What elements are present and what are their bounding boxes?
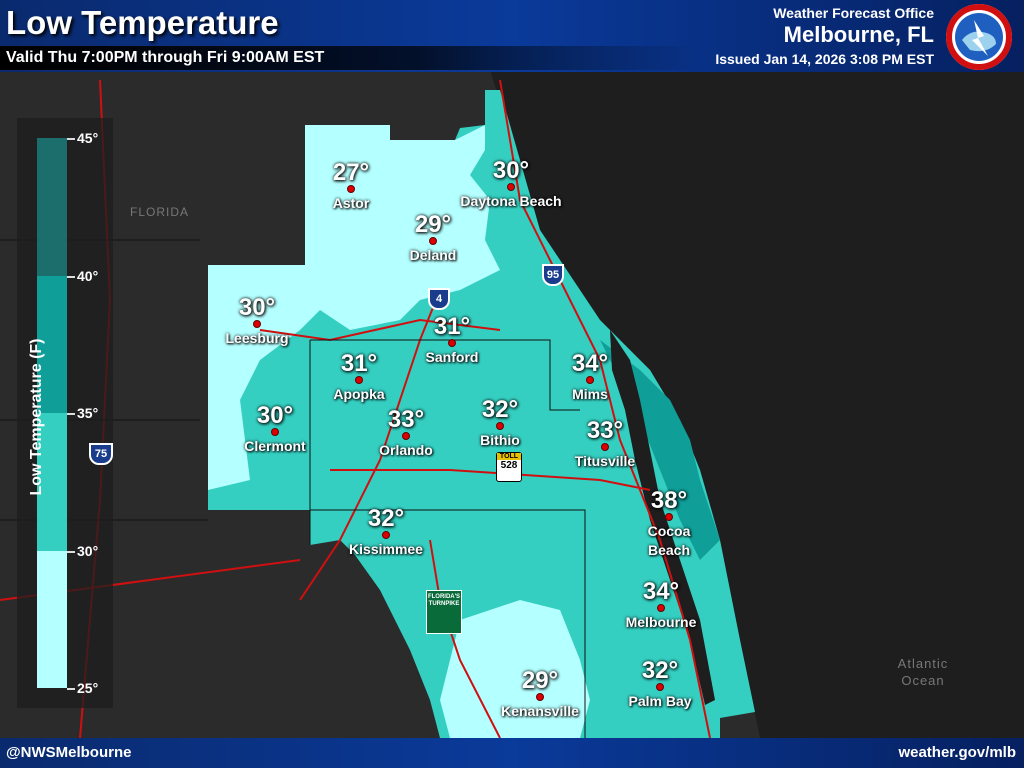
legend-tick: 25° xyxy=(67,680,98,696)
footer-bar: @NWSMelbourne weather.gov/mlb xyxy=(0,738,1024,768)
city-marker xyxy=(402,432,410,440)
nws-logo xyxy=(946,4,1012,70)
city-temperature: 33° xyxy=(387,406,425,433)
legend-bin xyxy=(37,138,67,276)
legend-color-bar xyxy=(37,138,67,688)
city-temperature: 29° xyxy=(521,667,559,694)
city-temperature: 30° xyxy=(256,402,294,429)
city-name: Daytona Beach xyxy=(460,193,562,209)
city-name: Titusville xyxy=(574,453,636,469)
legend-title: Low Temperature (F) xyxy=(28,338,45,496)
office-label: Weather Forecast Office xyxy=(773,5,934,21)
city-name: Kissimmee xyxy=(349,541,423,557)
legend-bin xyxy=(37,550,67,688)
city-name: Bithio xyxy=(480,432,520,448)
website-link[interactable]: weather.gov/mlb xyxy=(898,744,1016,761)
legend-bin xyxy=(37,413,67,551)
city-name: Mims xyxy=(572,386,608,402)
city-marker xyxy=(656,683,664,691)
legend-tick: 35° xyxy=(67,405,98,421)
city-marker xyxy=(347,185,355,193)
city-name: Cocoa Beach xyxy=(647,523,691,558)
city-temperature: 34° xyxy=(571,350,609,377)
city-name: Leesburg xyxy=(225,330,289,346)
subtitle-bar xyxy=(0,46,700,70)
city-name: Kenansville xyxy=(501,703,579,719)
city-marker xyxy=(657,604,665,612)
city-temperature: 32° xyxy=(481,396,519,423)
city-temperature: 31° xyxy=(340,350,378,377)
city-temperature: 33° xyxy=(586,417,624,444)
barrier-lagoon xyxy=(610,330,715,705)
city-temperature: 32° xyxy=(367,505,405,532)
legend-tick: 30° xyxy=(67,543,98,559)
office-name: Melbourne, FL xyxy=(783,22,934,47)
sr528-shield: TOLL 528 xyxy=(496,452,522,482)
city-marker xyxy=(507,183,515,191)
city-marker xyxy=(429,237,437,245)
city-temperature: 32° xyxy=(641,657,679,684)
city-name: Apopka xyxy=(333,386,385,402)
city-marker xyxy=(271,428,279,436)
city-marker xyxy=(448,339,456,347)
issued-time: Issued Jan 14, 2026 3:08 PM EST xyxy=(715,51,934,67)
legend-tick: 40° xyxy=(67,268,98,284)
city-name: Astor xyxy=(332,195,370,211)
city-marker xyxy=(253,320,261,328)
i75-shield: 75 xyxy=(89,443,113,465)
city-marker xyxy=(586,376,594,384)
city-name: Orlando xyxy=(379,442,433,458)
city-temperature: 30° xyxy=(238,294,276,321)
forecast-area-25-30-north xyxy=(208,125,500,490)
twitter-handle[interactable]: @NWSMelbourne xyxy=(6,744,132,761)
legend: Low Temperature (F) 45° 40° 35° 30° 25° xyxy=(17,118,113,708)
city-marker xyxy=(382,531,390,539)
city-marker xyxy=(536,693,544,701)
i4-shield: 4 xyxy=(428,288,450,310)
city-name: Melbourne xyxy=(625,614,697,630)
ocean-label: Atlantic Ocean xyxy=(897,656,949,688)
city-name: Palm Bay xyxy=(628,693,692,709)
city-temperature: 30° xyxy=(492,157,530,184)
legend-bin xyxy=(37,275,67,413)
legend-tick: 45° xyxy=(67,130,98,146)
city-marker xyxy=(496,422,504,430)
city-marker xyxy=(665,513,673,521)
sr528-number: 528 xyxy=(500,460,518,471)
page-title: Low Temperature xyxy=(6,4,279,41)
forecast-area-25-30-south xyxy=(440,600,590,738)
turnpike-shield: FLORIDA'S TURNPIKE xyxy=(426,590,462,634)
city-temperature: 29° xyxy=(414,211,452,238)
city-marker xyxy=(355,376,363,384)
ocean xyxy=(490,70,1024,738)
city-name: Sanford xyxy=(425,349,479,365)
valid-period: Valid Thu 7:00PM through Fri 9:00AM EST xyxy=(6,49,325,66)
city-temperature: 38° xyxy=(650,487,688,514)
city-temperature: 27° xyxy=(332,159,370,186)
city-temperature: 31° xyxy=(433,313,471,340)
i95-shield: 95 xyxy=(542,264,564,286)
city-temperature: 34° xyxy=(642,578,680,605)
city-name: Clermont xyxy=(244,438,306,454)
city-marker xyxy=(601,443,609,451)
city-name: Deland xyxy=(409,247,457,263)
state-label: FLORIDA xyxy=(130,205,190,219)
toll-label: TOLL xyxy=(497,453,521,460)
